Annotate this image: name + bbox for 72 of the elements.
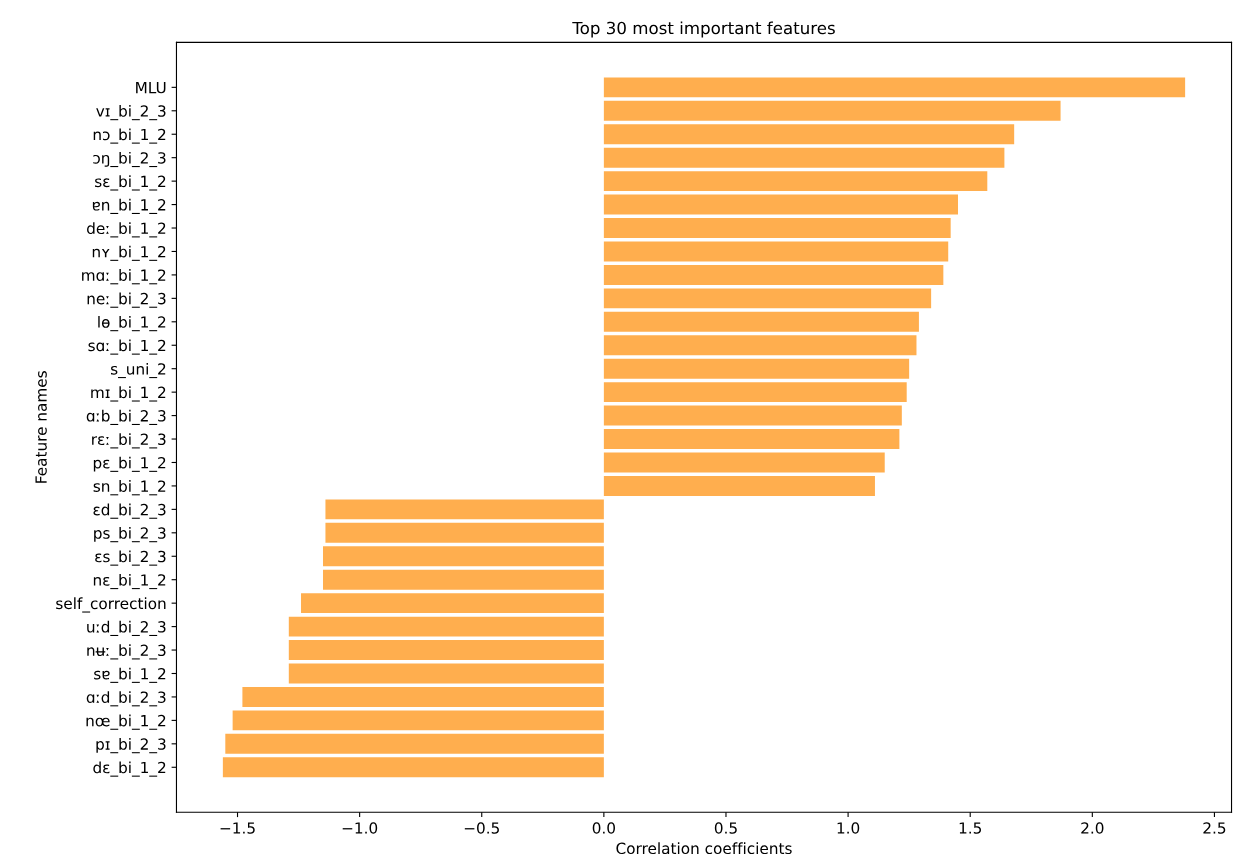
y-tick-label: deː_bi_1_2: [87, 222, 166, 238]
bar: [323, 569, 604, 590]
bar: [603, 335, 917, 356]
y-tick-label: pɛ_bi_1_2: [93, 456, 166, 472]
bar: [603, 124, 1015, 145]
y-tick-label: ɑːd_bi_2_3: [86, 691, 166, 707]
y-tick-label: sɛ_bi_1_2: [95, 175, 166, 191]
bar: [603, 77, 1186, 98]
y-tick-label: self_correction: [56, 597, 166, 613]
y-tick-label: pɪ_bi_2_3: [96, 738, 166, 754]
bar: [603, 382, 907, 403]
x-tick-label: 1.0: [837, 822, 860, 834]
bar: [288, 616, 604, 637]
x-tick-label: 2.0: [1081, 822, 1104, 834]
y-tick-label: ɑːb_bi_2_3: [86, 409, 166, 425]
bar: [242, 686, 604, 707]
bar: [603, 475, 875, 496]
y-tick-label: nʏ_bi_1_2: [92, 245, 166, 261]
y-tick-label: MLU: [136, 82, 166, 94]
bar: [603, 100, 1061, 121]
x-tick-label: −0.5: [464, 822, 499, 834]
y-tick-label: vɪ_bi_2_3: [96, 104, 166, 121]
chart-title: Top 30 most important features: [572, 21, 835, 38]
bar: [603, 147, 1005, 168]
bar: [323, 546, 604, 567]
y-tick-label: nɛ_bi_1_2: [93, 573, 166, 590]
bar: [603, 311, 919, 332]
y-tick-label: nɔ_bi_1_2: [93, 128, 166, 144]
bar: [603, 358, 910, 379]
y-tick-label: sn_bi_1_2: [93, 480, 166, 496]
y-tick-label: nœ_bi_1_2: [86, 714, 166, 730]
y-tick-label: sɑː_bi_1_2: [88, 339, 166, 355]
y-tick-label: ɛs_bi_2_3: [95, 550, 166, 566]
y-tick-label: s_uni_2: [111, 362, 166, 379]
bar: [603, 452, 885, 473]
bar: [603, 218, 951, 238]
bar: [603, 429, 900, 449]
x-tick-label: 2.5: [1203, 822, 1226, 834]
y-tick-label: ɛd_bi_2_3: [93, 503, 166, 519]
x-tick-label: 0.0: [592, 822, 615, 834]
bar: [603, 264, 944, 285]
y-tick-label: rɛː_bi_2_3: [92, 433, 166, 449]
x-axis-title: Correlation coefficients: [616, 842, 792, 855]
bar: [603, 194, 958, 215]
y-tick-label: ps_bi_2_3: [94, 527, 166, 543]
bar: [225, 733, 604, 754]
y-tick-label: lɵ_bi_1_2: [98, 316, 166, 332]
bar: [232, 710, 604, 731]
y-axis-title: Feature names: [35, 371, 47, 483]
y-tick-label: ɔŋ_bi_2_3: [93, 151, 166, 168]
y-tick-label: dɛ_bi_1_2: [93, 761, 166, 777]
bar: [325, 522, 604, 543]
bar: [325, 499, 604, 520]
bar: [288, 640, 604, 661]
y-tick-label: uːd_bi_2_3: [87, 620, 166, 637]
x-tick-label: −1.5: [220, 822, 255, 834]
bar: [301, 593, 604, 614]
bar: [603, 171, 988, 192]
y-tick-label: ɐn_bi_1_2: [92, 198, 166, 214]
bar: [603, 241, 949, 262]
y-tick-label: nʉː_bi_2_3: [87, 644, 166, 660]
bar: [288, 663, 604, 684]
bar: [603, 288, 932, 309]
y-tick-label: sɐ_bi_1_2: [94, 667, 166, 683]
bar: [603, 405, 902, 426]
x-tick-label: 1.5: [959, 822, 982, 834]
x-tick-label: 0.5: [714, 822, 737, 834]
y-tick-label: neː_bi_2_3: [87, 292, 166, 308]
y-tick-label: mɪ_bi_1_2: [91, 386, 166, 402]
x-tick-label: −1.0: [342, 822, 378, 834]
y-tick-label: mɑː_bi_1_2: [82, 269, 166, 285]
bar: [222, 757, 604, 778]
